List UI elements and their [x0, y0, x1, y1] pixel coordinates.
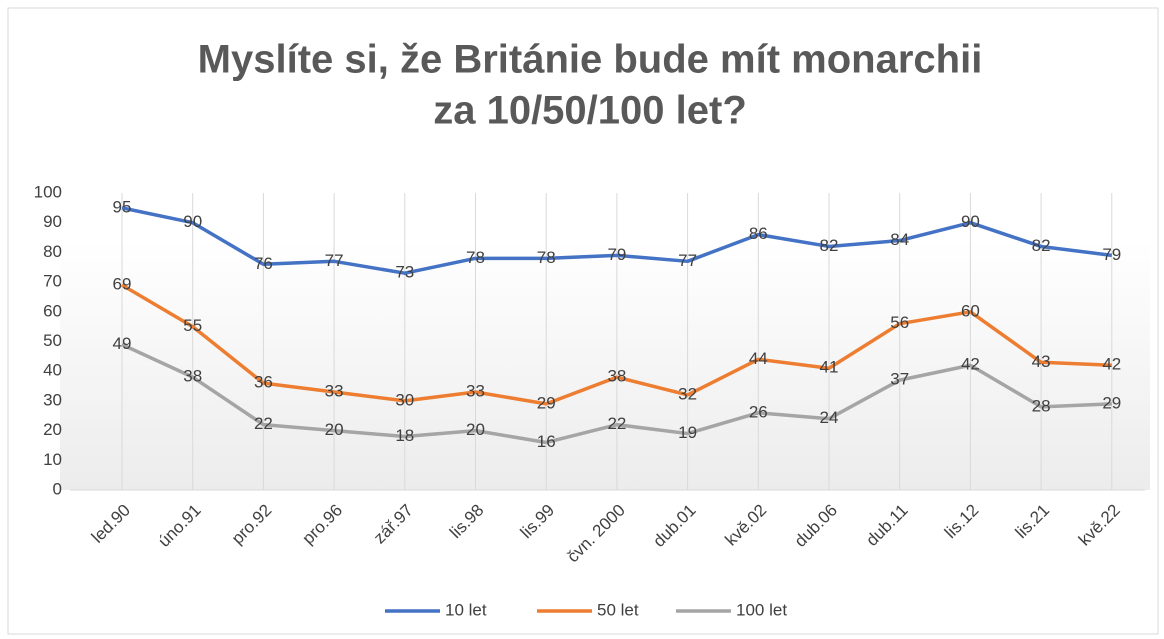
data-label: 22 — [607, 414, 626, 433]
data-label: 78 — [466, 248, 485, 267]
legend-label: 50 let — [597, 600, 639, 619]
data-label: 43 — [1032, 352, 1051, 371]
data-label: 16 — [537, 432, 556, 451]
data-label: 42 — [961, 355, 980, 374]
legend-label: 100 let — [736, 600, 787, 619]
data-label: 76 — [254, 254, 273, 273]
data-label: 78 — [537, 248, 556, 267]
chart-title: Myslíte si, že Británie bude mít monarch… — [198, 38, 983, 82]
plot-background — [60, 240, 1150, 490]
data-label: 33 — [466, 381, 485, 400]
data-label: 32 — [678, 384, 697, 403]
data-label: 30 — [395, 390, 414, 409]
data-label: 95 — [113, 197, 132, 216]
data-label: 77 — [678, 251, 697, 270]
data-label: 84 — [890, 230, 909, 249]
data-label: 90 — [961, 212, 980, 231]
y-tick-label: 50 — [43, 331, 62, 350]
legend-label: 10 let — [445, 600, 487, 619]
data-label: 60 — [961, 301, 980, 320]
y-tick-label: 30 — [43, 390, 62, 409]
data-label: 82 — [1032, 236, 1051, 255]
data-label: 44 — [749, 349, 768, 368]
data-label: 56 — [890, 313, 909, 332]
y-tick-label: 70 — [43, 272, 62, 291]
y-tick-label: 10 — [43, 450, 62, 469]
y-tick-label: 0 — [53, 479, 62, 498]
data-label: 26 — [749, 402, 768, 421]
data-label: 24 — [820, 408, 839, 427]
data-label: 33 — [325, 381, 344, 400]
y-tick-label: 60 — [43, 301, 62, 320]
data-label: 79 — [607, 245, 626, 264]
series-line — [121, 206, 1113, 275]
data-label: 28 — [1032, 396, 1051, 415]
data-label: 38 — [183, 367, 202, 386]
y-tick-label: 40 — [43, 361, 62, 380]
data-label: 73 — [395, 263, 414, 282]
data-label: 55 — [183, 316, 202, 335]
data-label: 29 — [1102, 393, 1121, 412]
y-tick-label: 20 — [43, 420, 62, 439]
data-label: 49 — [113, 334, 132, 353]
data-label: 69 — [113, 275, 132, 294]
data-label: 86 — [749, 224, 768, 243]
data-label: 90 — [183, 212, 202, 231]
series-line — [121, 342, 1112, 445]
y-tick-label: 100 — [34, 182, 62, 201]
data-label: 37 — [890, 370, 909, 389]
data-label: 79 — [1102, 245, 1121, 264]
data-label: 19 — [678, 423, 697, 442]
data-label: 41 — [820, 358, 839, 377]
data-label: 36 — [254, 373, 273, 392]
data-label: 18 — [395, 426, 414, 445]
data-label: 42 — [1102, 355, 1121, 374]
series-line — [121, 283, 1112, 406]
chart-title: za 10/50/100 let? — [433, 89, 747, 133]
data-label: 22 — [254, 414, 273, 433]
data-label: 38 — [607, 367, 626, 386]
data-label: 20 — [466, 420, 485, 439]
data-label: 29 — [537, 393, 556, 412]
data-label: 82 — [820, 236, 839, 255]
data-label: 20 — [325, 420, 344, 439]
data-label: 77 — [325, 251, 344, 270]
y-tick-label: 80 — [43, 242, 62, 261]
y-tick-label: 90 — [43, 212, 62, 231]
